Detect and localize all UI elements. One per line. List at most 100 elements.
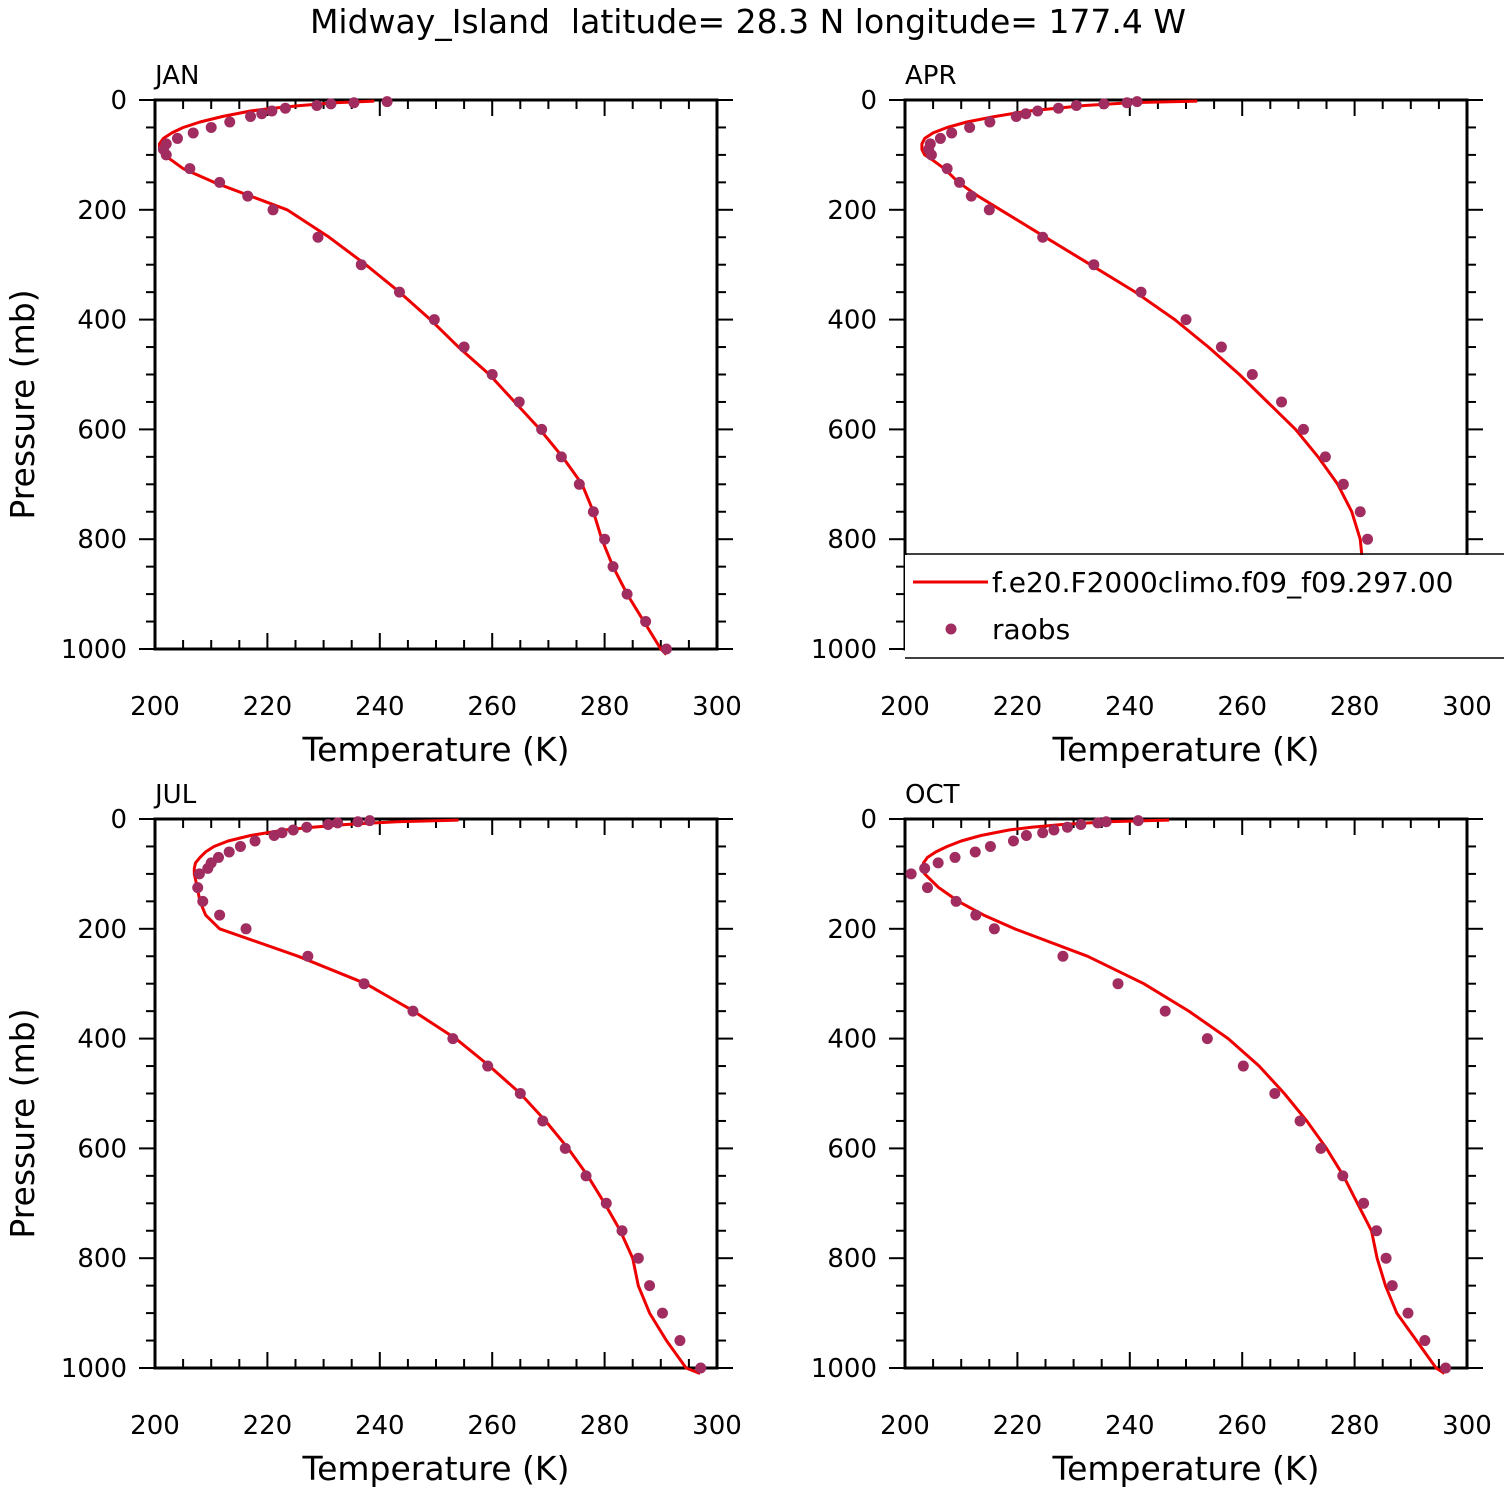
raobs-point <box>1007 835 1019 847</box>
y-tick-label: 400 <box>77 1025 127 1055</box>
y-tick-label: 200 <box>827 196 877 226</box>
x-tick-label: 300 <box>692 692 742 722</box>
x-tick-label: 260 <box>1217 692 1267 722</box>
raobs-point <box>1337 1170 1349 1182</box>
x-axis-label: Temperature (K) <box>1052 730 1320 769</box>
raobs-point <box>325 98 337 110</box>
raobs-point <box>482 1060 494 1072</box>
x-tick-label: 200 <box>880 1411 930 1441</box>
y-axis-label: Pressure (mb) <box>3 1008 42 1238</box>
x-tick-label: 220 <box>243 692 293 722</box>
legend-background <box>905 555 1504 657</box>
raobs-point <box>1037 231 1049 243</box>
raobs-point <box>988 923 1000 935</box>
x-tick-label: 280 <box>1330 692 1380 722</box>
x-tick-label: 300 <box>1442 1411 1492 1441</box>
figure-title: Midway_Island latitude= 28.3 N longitude… <box>310 2 1186 41</box>
x-axis-label: Temperature (K) <box>302 730 570 769</box>
raobs-point <box>905 868 917 880</box>
raobs-point <box>674 1335 686 1347</box>
panel-label: OCT <box>905 780 960 810</box>
raobs-point <box>1052 102 1064 114</box>
raobs-point <box>192 882 204 894</box>
raobs-point <box>949 851 961 863</box>
raobs-point <box>1276 396 1288 408</box>
y-axis-label: Pressure (mb) <box>3 289 42 519</box>
y-tick-label: 400 <box>77 306 127 336</box>
y-tick-label: 800 <box>827 1244 877 1274</box>
model-series-line <box>921 818 1446 1375</box>
raobs-point <box>458 341 470 353</box>
raobs-point <box>1354 506 1366 518</box>
raobs-point <box>242 190 254 202</box>
x-tick-label: 280 <box>580 1411 630 1441</box>
raobs-point <box>171 132 183 144</box>
raobs-point <box>214 176 226 188</box>
panels: JAN 200 220 240 260 280 300 0 200 400 600 800 1000 Te… <box>3 61 1504 1488</box>
raobs-point <box>1112 978 1124 990</box>
raobs-point <box>1237 1060 1249 1072</box>
raobs-point <box>1020 108 1032 120</box>
raobs-point <box>607 561 619 573</box>
x-tick-label: 240 <box>1105 1411 1155 1441</box>
raobs-point <box>1037 827 1049 839</box>
x-axis-label: Temperature (K) <box>1052 1449 1320 1488</box>
panel-apr: APR 200 220 240 260 280 300 0 200 400 600 800 1000 Te… <box>811 61 1492 769</box>
raobs-point <box>1386 1280 1398 1292</box>
y-tick-label: 1000 <box>811 1354 877 1384</box>
raobs-point <box>197 895 209 907</box>
x-tick-label: 260 <box>1217 1411 1267 1441</box>
raobs-point <box>537 1115 549 1127</box>
raobs-point <box>276 827 288 839</box>
raobs-point <box>924 138 936 150</box>
y-tick-label: 200 <box>77 915 127 945</box>
raobs-point <box>256 108 268 120</box>
legend-raobs-swatch <box>945 623 957 635</box>
raobs-point <box>312 231 324 243</box>
raobs-point <box>302 950 314 962</box>
raobs-point <box>616 1225 628 1237</box>
raobs-point <box>1201 1033 1213 1045</box>
raobs-point <box>1048 824 1060 836</box>
x-tick-label: 220 <box>993 1411 1043 1441</box>
raobs-point <box>234 840 246 852</box>
panel-jan: JAN 200 220 240 260 280 300 0 200 400 600 800 1000 Te… <box>3 61 742 769</box>
raobs-point <box>970 909 982 921</box>
raobs-point <box>513 396 525 408</box>
raobs-point <box>358 978 370 990</box>
panel-label: JUL <box>153 780 197 810</box>
raobs-point <box>1121 97 1133 109</box>
raobs-point <box>1419 1335 1431 1347</box>
raobs-point <box>1131 96 1143 108</box>
raobs-point <box>223 846 235 858</box>
raobs-point <box>950 895 962 907</box>
raobs-point <box>1088 259 1100 271</box>
raobs-point <box>1319 451 1331 463</box>
raobs-point <box>393 286 405 298</box>
raobs-point <box>1132 815 1144 827</box>
raobs-point <box>1440 1362 1452 1374</box>
raobs-point <box>364 815 376 827</box>
raobs-point <box>1057 950 1069 962</box>
y-tick-label: 1000 <box>811 635 877 665</box>
legend-model-label: f.e20.F2000climo.f09_f09.297.00 <box>992 566 1453 599</box>
raobs-point <box>352 816 364 828</box>
raobs-point <box>266 105 278 117</box>
raobs-point <box>1337 478 1349 490</box>
raobs-point <box>187 127 199 139</box>
raobs-point <box>311 99 323 111</box>
model-series-line <box>192 818 701 1375</box>
panel-label: JAN <box>153 61 199 91</box>
raobs-point <box>279 102 291 114</box>
x-tick-label: 260 <box>467 692 517 722</box>
raobs-point <box>1358 1197 1370 1209</box>
raobs-point <box>1380 1252 1392 1264</box>
raobs-point <box>1315 1142 1327 1154</box>
raobs-point <box>640 616 652 628</box>
x-tick-label: 240 <box>355 692 405 722</box>
y-tick-label: 1000 <box>61 635 127 665</box>
raobs-point <box>1135 286 1147 298</box>
raobs-point <box>984 116 996 128</box>
y-tick-label: 1000 <box>61 1354 127 1384</box>
raobs-point <box>1294 1115 1306 1127</box>
